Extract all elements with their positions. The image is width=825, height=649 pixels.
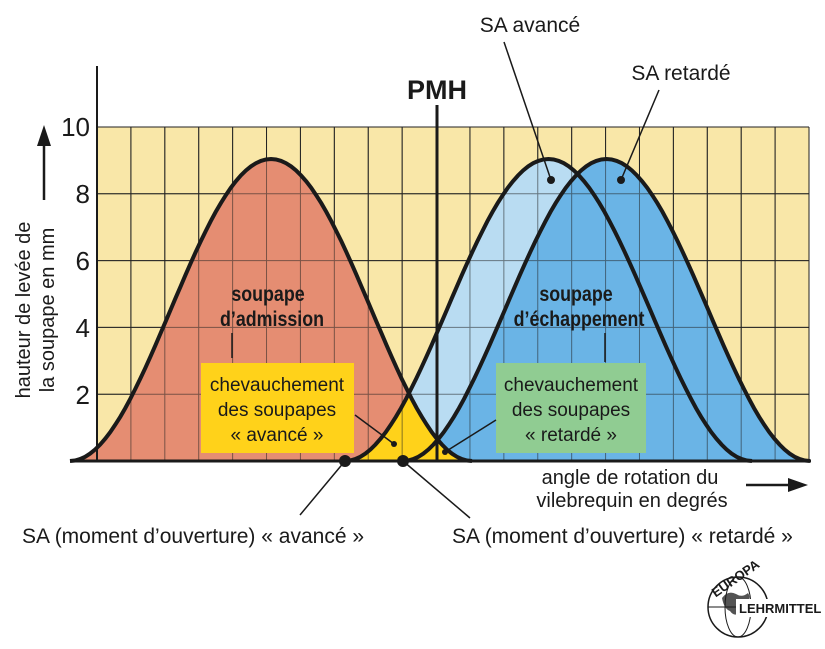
overlap-advanced-line1: chevauchement [210,375,345,396]
logo-globe-land [722,592,750,615]
pmh-label: PMH [407,75,467,105]
overlap-advanced-line3: « avancé » [231,425,324,446]
sa-retarded-leader [620,89,660,181]
overlap-retarded-line2: des soupapes [512,400,630,421]
logo-text-side-backdrop [736,599,822,617]
logo-text-side: LEHRMITTEL [739,601,821,616]
logo-text-top: EUROPA [709,556,763,600]
overlap-advanced-box [201,363,354,453]
sa-advanced-label: SA avancé [480,14,580,37]
overlap-retarded-line3: « retardé » [525,425,617,446]
intake-label: soupape d’admission [220,283,324,332]
open-retarded-leader [402,460,471,519]
exhaust-advanced-curve [344,156,753,463]
intake-valve-area [70,159,472,461]
overlap-retarded-box [496,363,646,453]
exhaust-label: soupape d’échappement [514,283,645,332]
y-axis-label-line1: hauteur de levée de [13,222,35,399]
overlap-advanced-leader [354,414,395,445]
exhaust-retarded-curve [402,156,811,463]
x-axis-arrow-head [788,478,808,492]
overlap-advanced-marker [391,441,397,447]
y-axis-label: hauteur de levée de la soupape en mm [13,222,59,399]
sa-advanced-marker [547,176,555,184]
exhaust-label-line2: d’échappement [514,308,645,332]
overlap-advanced-text: chevauchement des soupapes « avancé » [210,375,345,446]
y-axis-arrow-head [37,125,51,146]
x-axis-label: angle de rotation du vilebrequin en degr… [536,467,727,512]
overlap-retarded-marker [442,449,448,455]
overlap-retarded-line1: chevauchement [504,375,639,396]
x-axis-label-line1: angle de rotation du [542,467,719,489]
sa-retarded-label: SA retardé [631,62,730,85]
open-retarded-label: SA (moment d’ouverture) « retardé » [452,525,793,548]
sa-retarded-marker [617,176,625,184]
intake-valve-curve [69,156,473,463]
x-axis-label-line2: vilebrequin en degrés [536,490,727,512]
overlap-retarded-leader [444,419,497,453]
europa-lehrmittel-logo: EUROPA LEHRMITTEL [707,556,822,638]
exhaust-label-line1: soupape [539,283,612,307]
open-advanced-leader [299,460,346,516]
y-axis-label-line2: la soupape en mm [37,228,59,393]
open-advanced-label: SA (moment d’ouverture) « avancé » [22,525,364,548]
y-tick-4: 4 [76,313,90,343]
y-tick-10: 10 [61,112,90,142]
intake-label-line1: soupape [231,283,304,307]
overlap-retarded-text: chevauchement des soupapes « retardé » [504,375,639,446]
y-tick-8: 8 [76,179,90,209]
y-tick-6: 6 [76,246,90,276]
y-tick-2: 2 [76,380,90,410]
overlap-advanced-line2: des soupapes [218,400,336,421]
sa-advanced-leader [503,41,552,181]
intake-label-line2: d’admission [220,308,324,332]
y-tick-labels: 10 8 6 4 2 [61,112,90,410]
